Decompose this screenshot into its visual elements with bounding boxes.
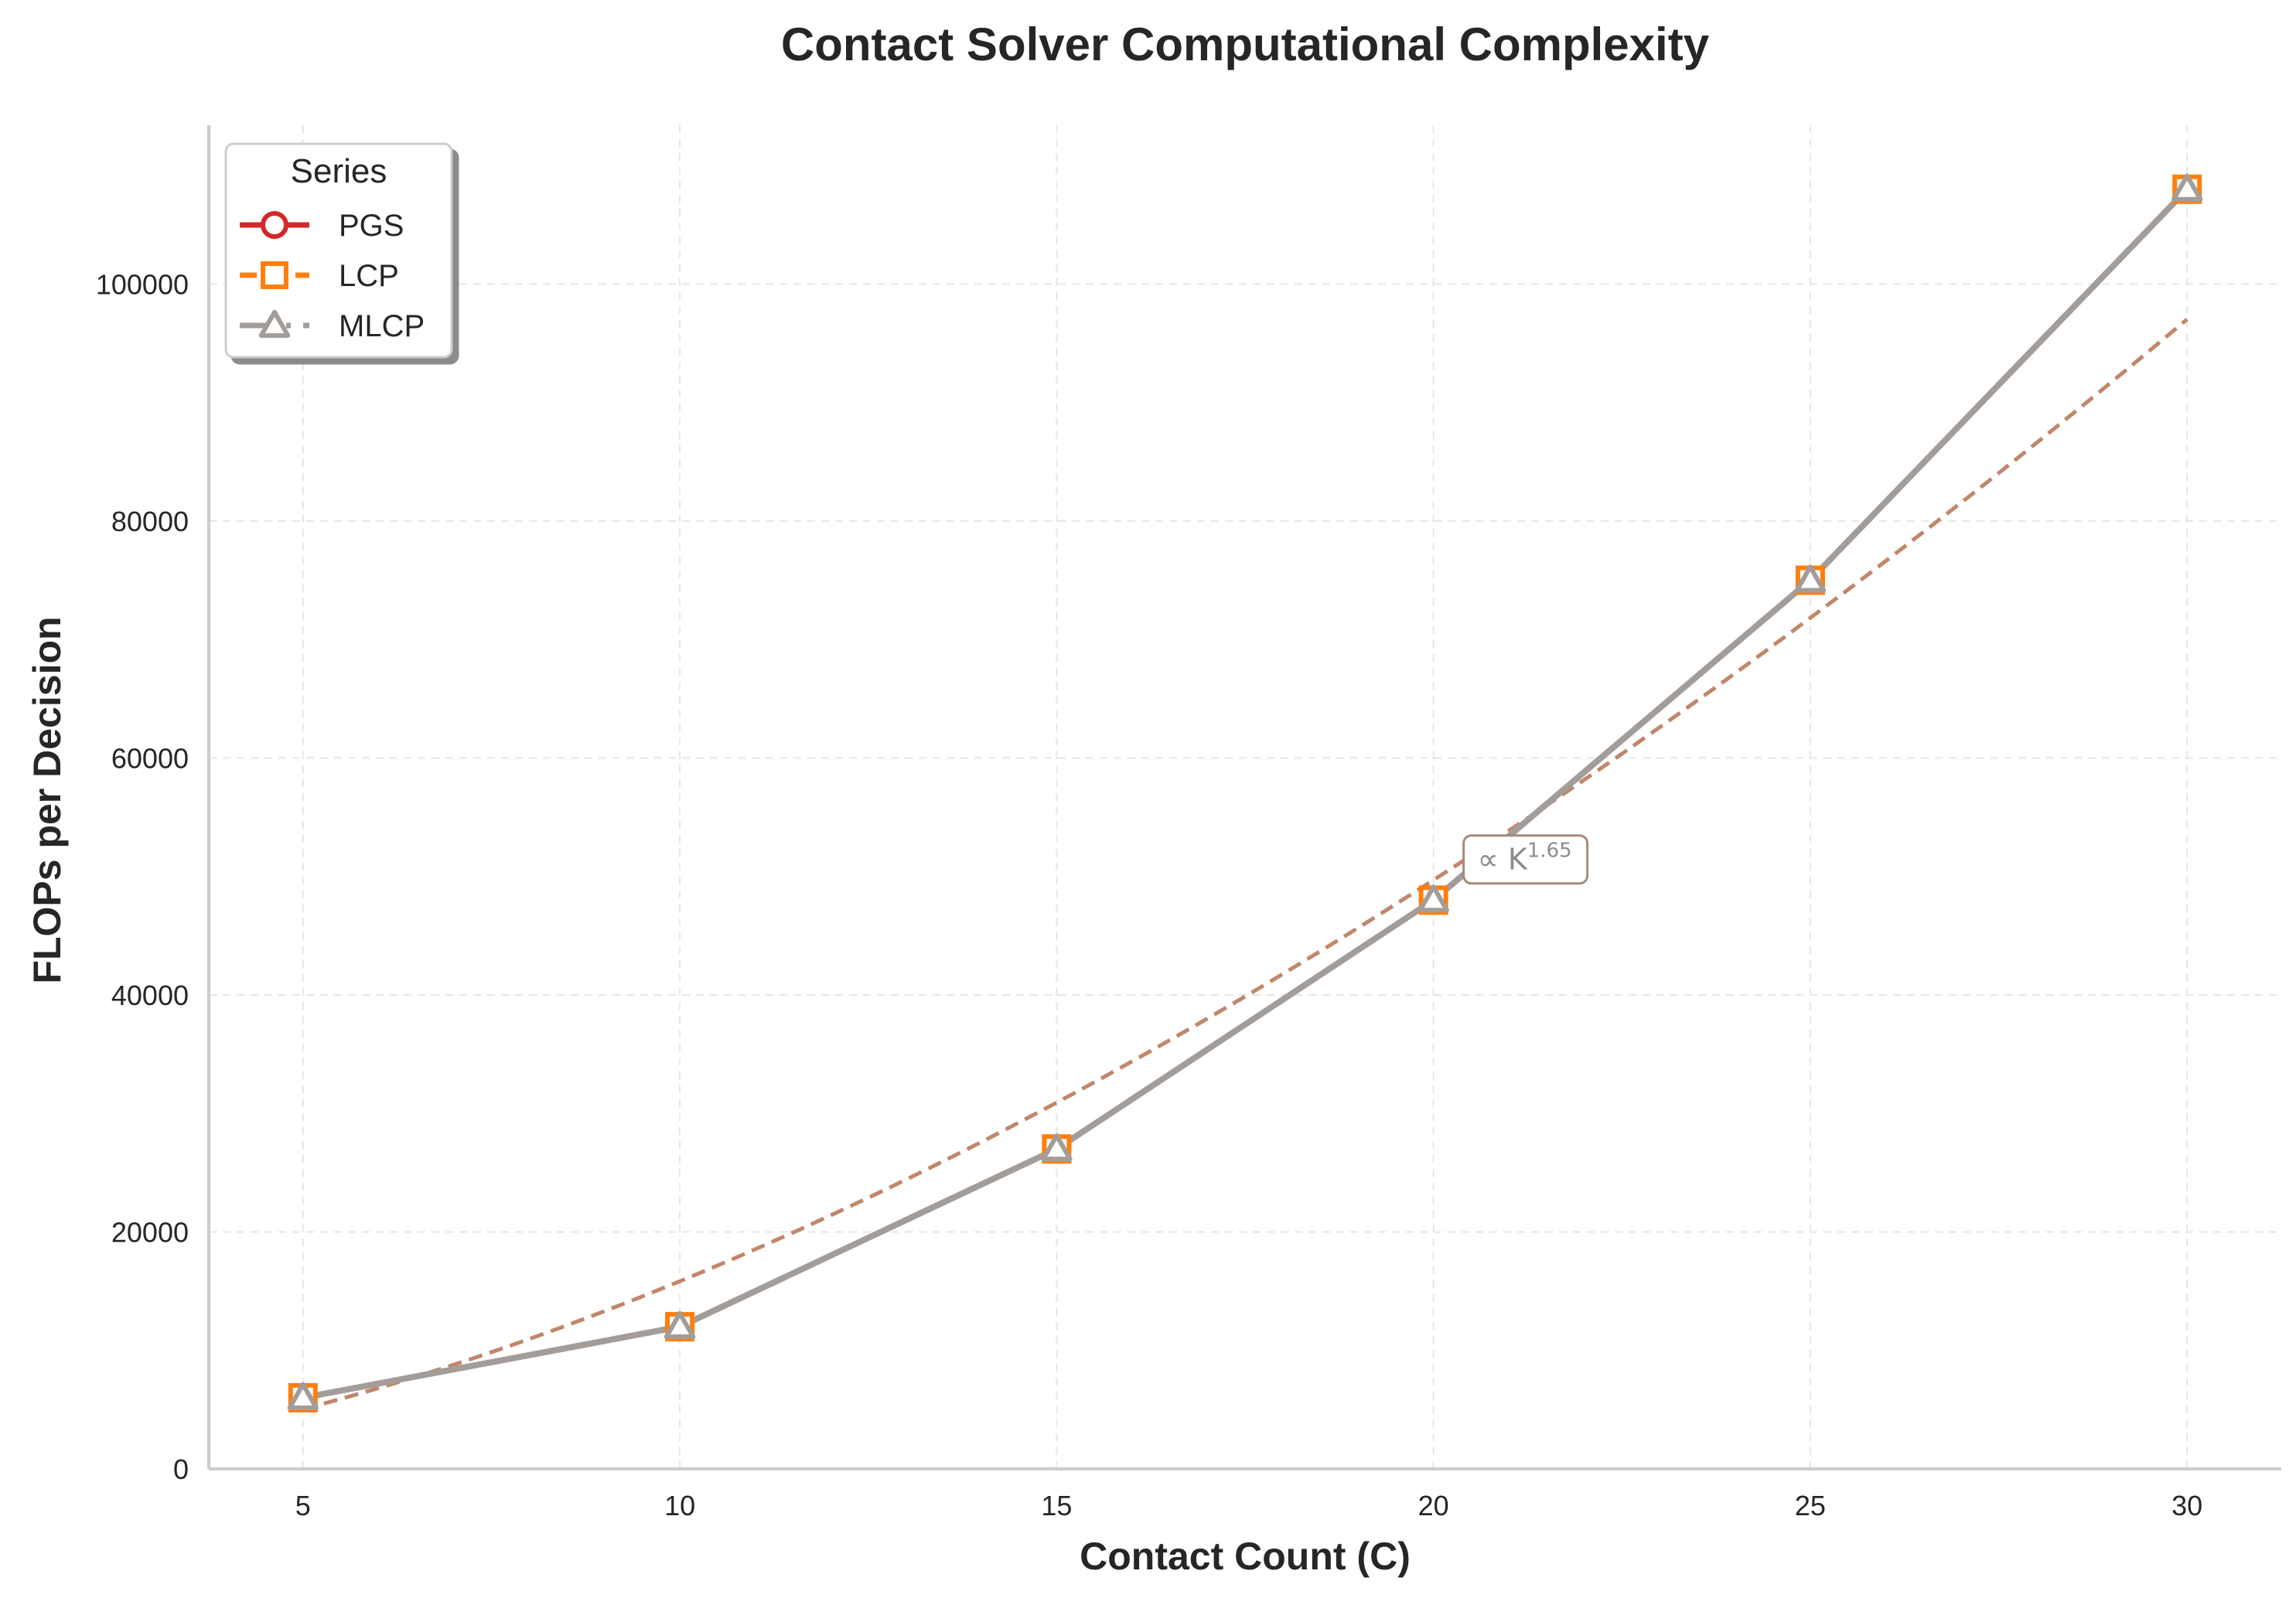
x-tick-label: 20 bbox=[1418, 1490, 1449, 1521]
legend-label: LCP bbox=[339, 259, 399, 293]
series-lines bbox=[302, 187, 2190, 1401]
legend: Series PGS LCP MLCP bbox=[224, 142, 453, 359]
series-markers bbox=[287, 173, 2203, 1413]
legend-marker bbox=[258, 309, 291, 338]
y-axis-label: FLOPs per Decision bbox=[26, 616, 69, 983]
grid bbox=[209, 125, 2281, 1469]
x-tick-label: 15 bbox=[1041, 1490, 1072, 1521]
marker-mlcp bbox=[1418, 884, 1449, 913]
marker-mlcp bbox=[2171, 173, 2203, 202]
y-tick-label: 100000 bbox=[96, 268, 189, 300]
series-line-pgs bbox=[302, 187, 2189, 1401]
chart-title: Contact Solver Computational Complexity bbox=[781, 19, 1710, 70]
x-tick-label: 5 bbox=[295, 1490, 311, 1521]
x-tick-label: 25 bbox=[1795, 1490, 1826, 1521]
x-tick-label: 10 bbox=[664, 1490, 695, 1521]
x-tick-label: 30 bbox=[2171, 1490, 2202, 1521]
series-line-mlcp bbox=[302, 187, 2190, 1401]
marker-mlcp bbox=[1794, 564, 1827, 593]
annotation-exponent: 1.65 bbox=[1527, 840, 1572, 863]
legend-marker bbox=[261, 261, 288, 289]
legend-title: Series bbox=[291, 152, 387, 190]
legend-marker bbox=[261, 211, 288, 239]
legend-entry-lcp: LCP bbox=[240, 259, 399, 293]
legend-entry-mlcp: MLCP bbox=[240, 309, 425, 343]
marker-mlcp bbox=[1041, 1133, 1073, 1162]
annotation-main: ∝ K bbox=[1478, 843, 1528, 877]
power-law-fit-line bbox=[302, 318, 2189, 1412]
marker-mlcp bbox=[287, 1382, 319, 1410]
y-tick-label: 80000 bbox=[111, 506, 189, 537]
legend-frame bbox=[224, 142, 453, 359]
legend-entry-pgs: PGS bbox=[240, 209, 404, 243]
series-line-lcp bbox=[302, 187, 2189, 1401]
y-tick-label: 60000 bbox=[111, 742, 189, 774]
legend-label: PGS bbox=[339, 209, 404, 243]
y-tick-label: 20000 bbox=[111, 1216, 189, 1248]
y-tick-label: 0 bbox=[173, 1453, 189, 1485]
x-axis-label: Contact Count (C) bbox=[1080, 1535, 1411, 1578]
annotation-text: ∝ K1.65 bbox=[1478, 840, 1572, 877]
axes: 5 10 15 20 25 30 0 20000 40000 60000 80000 100000 bbox=[96, 125, 2281, 1521]
annotation-box bbox=[1462, 834, 1589, 885]
fit-annotation: ∝ K1.65 bbox=[1462, 834, 1589, 885]
fit-curve bbox=[302, 318, 2189, 1412]
marker-mlcp bbox=[664, 1310, 696, 1340]
y-tick-label: 40000 bbox=[111, 980, 189, 1011]
legend-label: MLCP bbox=[339, 309, 425, 343]
